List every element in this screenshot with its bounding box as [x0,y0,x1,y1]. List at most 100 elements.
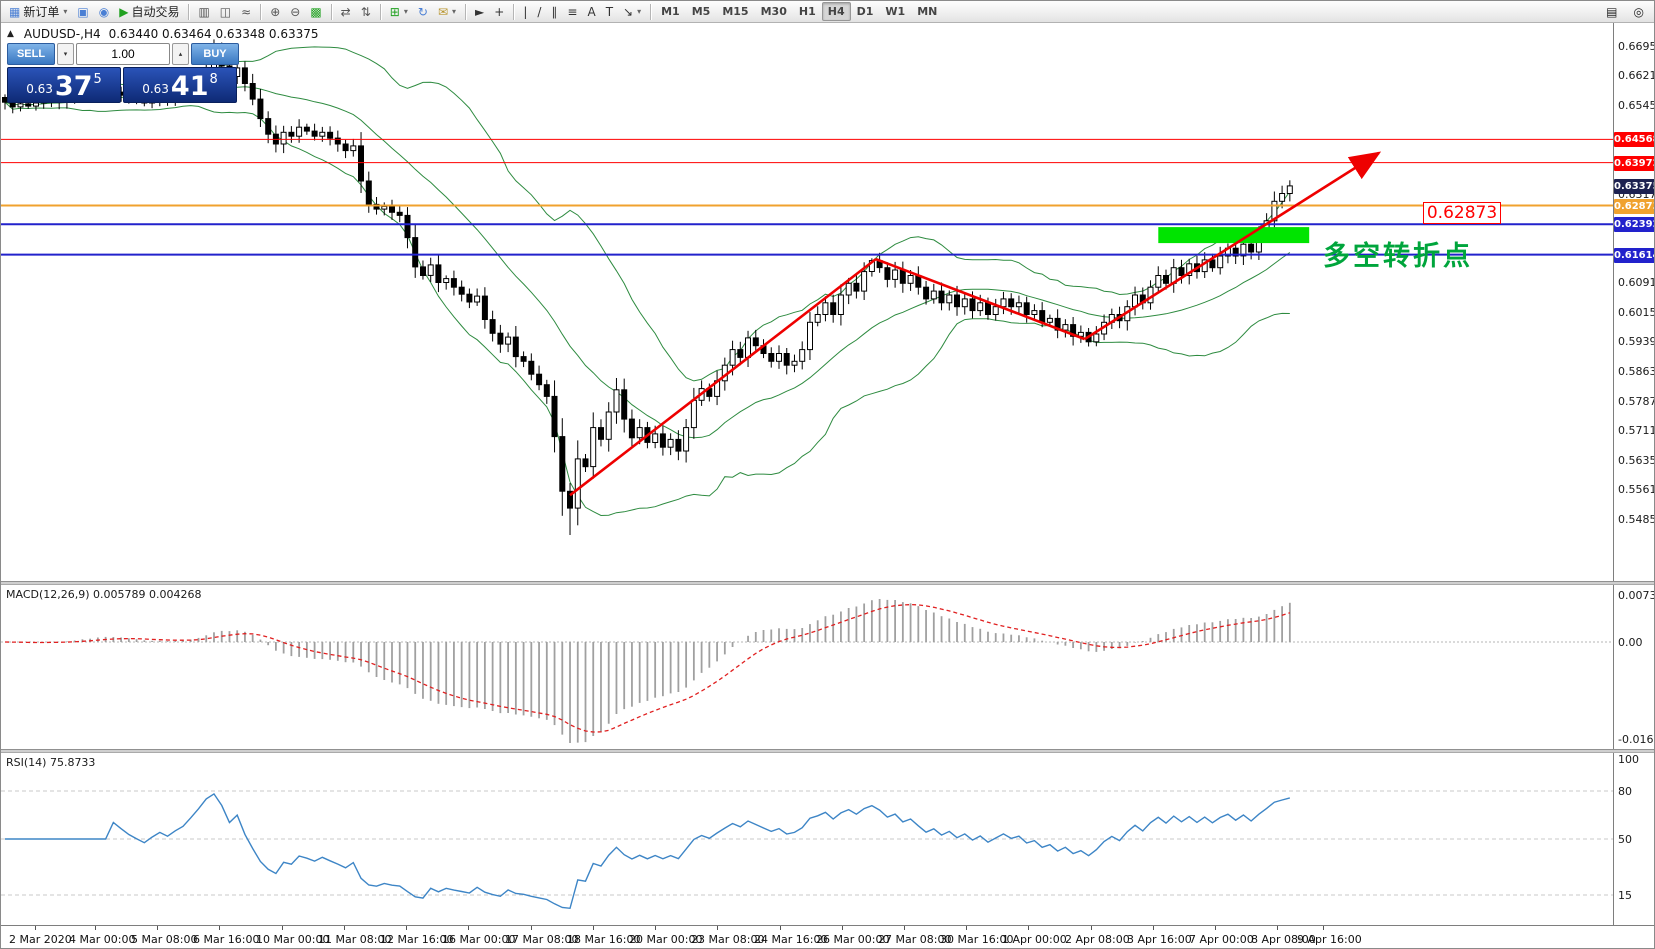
panel-splitter[interactable] [1,749,1654,753]
buy-price-main: 41 [170,71,209,102]
crosshair-button[interactable]: + [489,2,509,21]
panel-splitter[interactable] [1,581,1654,585]
time-axis-tick [655,926,656,930]
autotrading-button[interactable]: ▶ 自动交易 [114,2,184,21]
buy-button[interactable]: BUY [191,43,239,65]
dropdown-arrow-icon: ▾ [452,7,457,16]
time-axis-label: 30 Mar 16:00 [940,933,1014,946]
line-chart-button[interactable]: ≈ [236,2,256,21]
one-click-trading-panel: SELL ▾ ▴ BUY 0.63 37 5 0.63 41 8 [7,43,239,103]
buy-price-prefix: 0.63 [142,82,169,96]
sell-button[interactable]: SELL [7,43,55,65]
time-axis-tick [219,926,220,930]
trendline-icon: / [537,4,542,19]
timeframe-h4-button[interactable]: H4 [821,2,851,21]
symbol-label: AUDUSD-,H4 [23,27,101,41]
shapes-button[interactable]: ↘ ▾ [618,2,646,21]
price-tick-label: 0.60910 [1618,276,1654,290]
toolbar: ▦ 新订单 ▾ ▣ ◉ ▶ 自动交易 ▥ ◫ ≈ ⊕ ⊖ ▩ ⇄ ⇅ ⊞ ▾ ↻ ✉ ▾ ► + | / ∥ ≡ A T ↘ ▾ M1 M5 M… [1,1,1654,23]
buy-price-display[interactable]: 0.63 41 8 [123,67,237,103]
line-chart-icon: ≈ [241,4,252,19]
volume-increase-button[interactable]: ▴ [172,43,189,65]
timeframe-mn-button[interactable]: MN [917,5,938,18]
zoom-in-button[interactable]: ⊕ [265,2,285,21]
dropdown-arrow-icon: ▾ [403,7,408,16]
new-order-icon: ▦ [9,4,21,19]
rsi-scale-label: 80 [1618,785,1632,798]
price-level-tag: 0.61614 [1614,247,1655,263]
price-level-tag: 0.64568 [1614,132,1655,148]
bar-chart-button[interactable]: ▥ [193,2,214,21]
volume-decrease-button[interactable]: ▾ [57,43,74,65]
profile-button[interactable]: ◉ [94,2,114,21]
toolbar-separator [260,3,262,20]
panel-list-button[interactable]: ▤ [1601,2,1622,21]
time-axis-tick [1323,926,1324,930]
toolbar-separator [513,3,515,20]
macd-indicator-canvas[interactable] [1,585,1613,749]
timeframe-h1-button[interactable]: H1 [798,5,816,18]
trend-lines[interactable] [569,151,1382,497]
price-axis[interactable]: 0.669500.662100.654500.631700.609100.601… [1613,23,1655,925]
label-button[interactable]: T [601,2,618,21]
rsi-indicator-canvas[interactable] [1,753,1613,925]
new-chart-button[interactable]: ⊞ ▾ [385,2,413,21]
time-axis-tick [1028,926,1029,930]
main-chart-canvas[interactable] [1,23,1613,581]
status-icon: ◎ [1633,4,1644,19]
text-icon: A [587,4,596,19]
candlestick-chart-button[interactable]: ◫ [215,2,236,21]
timeframe-m30-button[interactable]: M30 [760,5,787,18]
arrange-vertical-button[interactable]: ⇅ [356,2,376,21]
fibonacci-button[interactable]: ≡ [562,2,582,21]
time-axis-tick [1215,926,1216,930]
time-axis-label: 2 Apr 08:00 [1065,933,1130,946]
time-axis-tick [780,926,781,930]
vertical-line-button[interactable]: | [518,2,532,21]
time-axis-label: 1 Apr 00:00 [1002,933,1067,946]
trade-panel-toggle-icon[interactable]: ▲ [7,29,14,39]
time-axis-tick [35,926,36,930]
new-order-button[interactable]: ▦ 新订单 ▾ [4,2,72,21]
timeframe-m5-button[interactable]: M5 [691,5,711,18]
sell-price-display[interactable]: 0.63 37 5 [7,67,121,103]
chart-window-button[interactable]: ▣ [72,2,93,21]
zoom-out-icon: ⊖ [290,4,301,19]
time-axis[interactable]: 2 Mar 2020 4 Mar 00:00 5 Mar 08:00 6 Mar 16… [1,925,1654,948]
horizontal-level-lines[interactable] [1,138,1613,256]
timeframe-d1-button[interactable]: D1 [856,5,874,18]
turning-point-annotation[interactable]: 多空转折点 [1323,241,1473,272]
mail-icon: ✉ [437,4,448,19]
tile-windows-button[interactable]: ▩ [305,2,326,21]
new-order-button-label: 新订单 [23,5,60,19]
cycle-button[interactable]: ↻ [413,2,433,21]
time-axis-label: 2 Mar 2020 [9,933,72,946]
time-axis-tick [842,926,843,930]
price-tick-label: 0.54850 [1618,512,1654,526]
timeframe-m15-button[interactable]: M15 [722,5,749,18]
mail-button[interactable]: ✉ ▾ [433,2,461,21]
sell-price-main: 37 [54,71,93,102]
trendline-button[interactable]: / [532,2,546,21]
channel-button[interactable]: ∥ [546,2,562,21]
timeframe-m1-button[interactable]: M1 [661,5,680,18]
zoom-out-button[interactable]: ⊖ [285,2,305,21]
label-icon: T [605,4,614,19]
price-level-annotation[interactable]: 0.62873 [1423,202,1501,224]
text-button[interactable]: A [582,2,600,21]
macd-scale-label: -0.01696 [1618,733,1654,746]
toolbar-separator [330,3,332,20]
cursor-button[interactable]: ► [470,2,489,21]
timeframe-w1-button[interactable]: W1 [885,5,906,18]
arrange-horizontal-button[interactable]: ⇄ [336,2,356,21]
time-axis-label: 24 Mar 16:00 [754,933,828,946]
cycle-icon: ↻ [417,4,428,19]
time-axis-label: 26 Mar 00:00 [816,933,890,946]
volume-input[interactable] [76,43,170,65]
time-axis-label: 16 Mar 00:00 [442,933,516,946]
status-button[interactable]: ◎ [1629,2,1649,21]
toolbar-separator [379,3,381,20]
highlight-rectangle[interactable] [1158,227,1310,244]
arrange-vertical-icon: ⇅ [360,4,371,19]
